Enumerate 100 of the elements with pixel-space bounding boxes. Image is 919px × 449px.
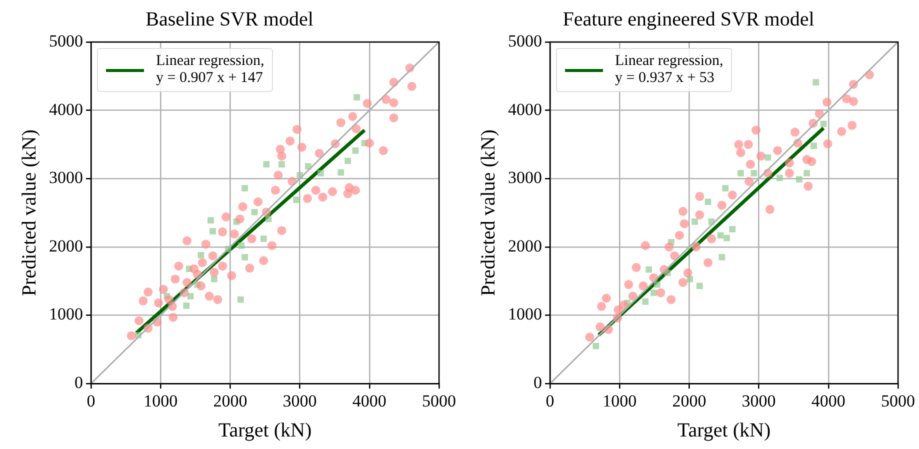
point xyxy=(744,176,754,186)
point xyxy=(278,161,285,168)
x-tick-label: 4000 xyxy=(811,391,846,410)
point xyxy=(210,228,216,234)
point xyxy=(638,281,648,290)
y-tick-label: 3000 xyxy=(49,168,83,188)
x-tick-label: 5000 xyxy=(881,391,915,410)
point xyxy=(624,280,634,290)
point xyxy=(776,174,783,182)
point xyxy=(729,226,736,232)
point xyxy=(744,140,753,149)
point xyxy=(242,254,248,260)
point xyxy=(692,218,698,225)
x-tick-label: 1000 xyxy=(144,391,178,410)
y-tick-label: 0 xyxy=(534,373,542,392)
y-tick-label: 5000 xyxy=(49,31,83,50)
point xyxy=(728,190,737,200)
point xyxy=(804,182,813,191)
point xyxy=(804,170,810,176)
y-tick-label: 2000 xyxy=(49,236,83,256)
point xyxy=(837,127,846,136)
point xyxy=(260,236,267,242)
point xyxy=(695,210,704,220)
legend-label: Linear regression, y = 0.907 x + 147 xyxy=(156,53,264,87)
point xyxy=(183,302,190,309)
point xyxy=(717,200,726,210)
point xyxy=(678,206,688,216)
point xyxy=(208,217,214,224)
point xyxy=(656,288,666,298)
y-tick-label: 4000 xyxy=(49,100,83,119)
y-tick-label: 4000 xyxy=(508,100,542,119)
point xyxy=(646,266,652,273)
point xyxy=(678,278,688,287)
x-tick-label: 1000 xyxy=(602,391,637,410)
x-tick-label: 2000 xyxy=(213,391,248,410)
point xyxy=(664,242,674,252)
point xyxy=(823,139,832,148)
x-tick-label: 4000 xyxy=(352,391,386,410)
point xyxy=(585,332,594,342)
point xyxy=(338,169,344,176)
x-tick-label: 3000 xyxy=(742,391,776,410)
point xyxy=(704,198,712,206)
y-tick-label: 3000 xyxy=(508,168,542,188)
point xyxy=(632,262,641,272)
x-axis-title: Target (kN) xyxy=(677,419,771,442)
point xyxy=(750,170,758,176)
y-tick-label: 5000 xyxy=(508,31,542,50)
point xyxy=(752,126,761,135)
legend-label: Linear regression, y = 0.937 x + 53 xyxy=(615,53,724,87)
y-tick-label: 2000 xyxy=(508,236,542,256)
point xyxy=(738,170,744,176)
point xyxy=(640,241,650,250)
point xyxy=(696,282,703,290)
point xyxy=(354,94,360,101)
point xyxy=(211,276,218,282)
point xyxy=(692,242,701,252)
point xyxy=(251,208,258,216)
point xyxy=(848,96,858,106)
point xyxy=(650,290,657,296)
point xyxy=(756,152,766,161)
point xyxy=(666,295,676,304)
point xyxy=(654,281,660,288)
x-tick-label: 3000 xyxy=(282,391,317,410)
point xyxy=(736,148,746,158)
point xyxy=(695,192,704,201)
point xyxy=(746,160,755,169)
point xyxy=(318,170,324,176)
point xyxy=(703,258,712,268)
point xyxy=(198,252,204,258)
point xyxy=(674,230,684,240)
y-axis-title: Predicted value (kN) xyxy=(18,129,40,296)
point xyxy=(848,120,857,130)
point xyxy=(293,196,300,203)
point xyxy=(784,168,794,178)
chart-title: Feature engineered SVR model xyxy=(562,8,815,30)
y-axis-title: Predicted value (kN) xyxy=(477,129,500,296)
point xyxy=(263,161,270,168)
point xyxy=(734,140,744,149)
point xyxy=(764,154,772,161)
point xyxy=(680,219,689,228)
point xyxy=(352,147,359,154)
point xyxy=(773,146,782,156)
point xyxy=(784,158,794,168)
point xyxy=(628,292,638,301)
point xyxy=(596,322,605,332)
point xyxy=(724,234,730,242)
point xyxy=(614,305,623,314)
point xyxy=(187,292,194,300)
point xyxy=(683,268,692,278)
point xyxy=(790,128,800,137)
chart-title: Baseline SVR model xyxy=(146,8,314,30)
point xyxy=(344,158,352,164)
point xyxy=(810,142,817,150)
y-tick-label: 1000 xyxy=(508,304,542,324)
point xyxy=(597,302,606,311)
x-tick-label: 5000 xyxy=(422,391,456,410)
x-axis-title: Target (kN) xyxy=(218,419,312,442)
y-tick-label: 1000 xyxy=(49,304,83,324)
point xyxy=(722,185,729,192)
point xyxy=(718,254,726,260)
